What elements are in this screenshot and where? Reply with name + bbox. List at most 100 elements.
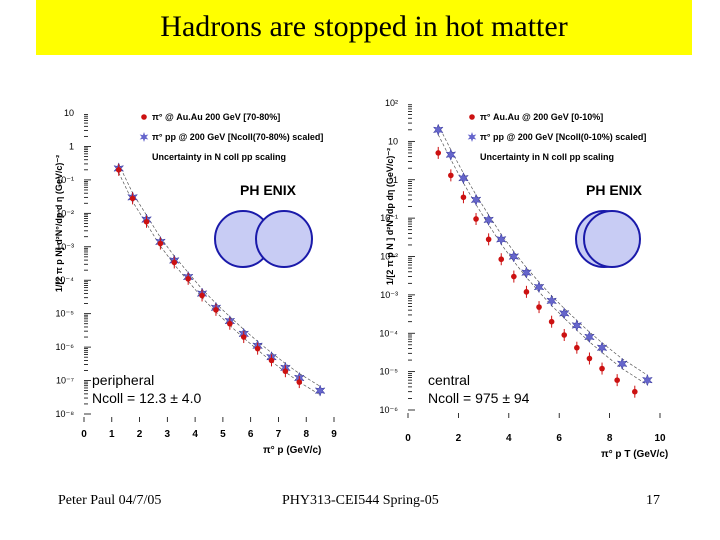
x-tick-label: 3 [165, 429, 171, 440]
y-tick-label: 10⁻⁴ [55, 275, 74, 285]
y-tick-label: 10 [64, 108, 74, 118]
auau-data-point [448, 172, 454, 179]
y-tick-label: 1 [69, 141, 74, 151]
footer-page-number: 17 [646, 493, 660, 508]
auau-data-point [561, 332, 568, 338]
auau-data-point [548, 318, 555, 325]
y-tick-label: 10⁻⁶ [380, 405, 399, 415]
legend-entry: Uncertainty in N coll pp scaling [152, 152, 286, 162]
legend-pp-marker [467, 132, 477, 142]
pp-data-point [495, 233, 507, 246]
x-tick-label: 0 [405, 433, 411, 444]
pp-data-point [616, 357, 628, 371]
y-tick-label: 1 [393, 175, 398, 185]
phenix-logo-text: PH ENIX [586, 182, 643, 198]
y-tick-label: 10² [385, 98, 398, 108]
x-tick-label: 1 [109, 429, 115, 440]
legend-auau-marker [469, 114, 475, 120]
auau-data-point [586, 355, 593, 362]
x-tick-label: 8 [607, 433, 613, 444]
auau-data-point [240, 334, 247, 340]
y-tick-label: 10⁻³ [56, 242, 74, 252]
pp-data-point [596, 341, 608, 354]
y-tick-label: 10⁻⁷ [56, 376, 74, 386]
auau-data-point [599, 365, 605, 372]
pp-data-point [571, 319, 583, 332]
legend-entry: π° pp @ 200 GeV [Ncoll(0-10%) scaled] [480, 132, 646, 142]
legend-entry: Uncertainty in N coll pp scaling [480, 152, 614, 162]
pp-data-point [483, 213, 495, 227]
title-bar: Hadrons are stopped in hot matter [36, 0, 692, 55]
pp-data-point [533, 280, 545, 294]
x-tick-label: 4 [506, 433, 512, 444]
legend: π° @ Au.Au 200 GeV [70-80%] π° pp @ 200 G… [139, 112, 323, 162]
pp-data-point [470, 193, 482, 207]
auau-data-point [574, 344, 580, 351]
auau-data-point [473, 216, 479, 222]
y-tick-label: 10⁻⁶ [56, 342, 75, 352]
y-tick-label: 10⁻¹ [56, 175, 74, 185]
pp-data-point [432, 123, 444, 137]
x-axis-label: π° p (GeV/c) [263, 445, 321, 456]
pp-data-point [445, 148, 457, 161]
auau-data-point [498, 256, 505, 263]
auau-data-point [171, 259, 178, 266]
uncertainty-band-line [437, 134, 648, 386]
uncertainty-band-line [118, 172, 321, 396]
pp-data-point [458, 171, 469, 185]
footer-course: PHY313-CEI544 Spring-05 [282, 493, 439, 508]
x-tick-label: 6 [556, 433, 562, 444]
y-tick-label: 10⁻⁸ [55, 409, 74, 419]
legend-auau-marker [141, 114, 147, 120]
auau-data-point [199, 292, 205, 299]
pp-data-point [558, 307, 570, 320]
auau-data-point [282, 368, 289, 375]
pp-data-point [546, 294, 558, 308]
auau-data-point [157, 240, 164, 247]
legend-entry: π° @ Au.Au 200 GeV [70-80%] [152, 112, 280, 122]
phenix-logo-text: PH ENIX [240, 182, 297, 198]
chart-1: 10 1 10⁻¹ 10⁻² 10⁻³ 10⁻⁴ 10⁻⁵ 10⁻⁶ 10⁻⁷ 10⁻⁸ 0 1 2 3 4… [54, 108, 337, 456]
auau-data-point [129, 195, 136, 202]
nucleus-circle [583, 210, 641, 268]
x-tick-label: 4 [192, 429, 198, 440]
x-axis-label: π° p T (GeV/c) [601, 449, 668, 460]
auau-data-point [115, 167, 122, 173]
y-tick-label: 10⁻⁵ [380, 367, 399, 377]
auau-data-point [227, 320, 233, 327]
footer-author-date: Peter Paul 04/7/05 [58, 493, 162, 508]
y-tick-label: 10⁻¹ [380, 213, 398, 223]
y-axis-label: 1/[2 π p N] d²N°/dp d η (GeV/c)⁻² [54, 155, 64, 292]
ncoll-label: Ncoll = 12.3 ± 4.0 [92, 390, 201, 406]
auau-data-point [435, 150, 442, 156]
x-tick-label: 2 [137, 429, 143, 440]
auau-data-point [185, 276, 191, 282]
auau-data-point [296, 379, 303, 385]
auau-data-point [614, 377, 620, 383]
auau-data-point [523, 289, 530, 295]
legend-entry: π° Au.Au @ 200 GeV [0-10%] [480, 112, 603, 122]
centrality-label: peripheral [92, 372, 154, 388]
y-tick-label: 10 [388, 136, 398, 146]
pp-data-point [508, 250, 520, 263]
y-tick-label: 10⁻³ [380, 290, 398, 300]
x-tick-label: 10 [654, 433, 666, 444]
auau-data-point [213, 307, 219, 313]
auau-data-point [460, 194, 467, 201]
ncoll-label: Ncoll = 975 ± 94 [428, 390, 530, 406]
y-tick-label: 10⁻⁴ [379, 328, 398, 338]
auau-data-point [511, 273, 517, 280]
uncertainty-band-line [437, 124, 648, 376]
legend: π° Au.Au @ 200 GeV [0-10%] π° pp @ 200 Ge… [467, 112, 646, 162]
y-tick-label: 10⁻² [56, 208, 74, 218]
legend-entry: π° pp @ 200 GeV [Ncoll(70-80%) scaled] [152, 132, 323, 142]
auau-data-point [268, 357, 275, 364]
chart-2: 10² 10 1 10⁻¹ 10⁻² 10⁻³ 10⁻⁴ 10⁻⁵ 10⁻⁶ 0 2 4 6 8 10 π° … [379, 98, 668, 460]
x-tick-label: 6 [248, 429, 254, 440]
x-tick-label: 9 [331, 429, 337, 440]
auau-data-point [536, 304, 542, 310]
x-tick-label: 5 [220, 429, 226, 440]
auau-data-point [632, 388, 638, 395]
auau-data-point [143, 218, 150, 225]
